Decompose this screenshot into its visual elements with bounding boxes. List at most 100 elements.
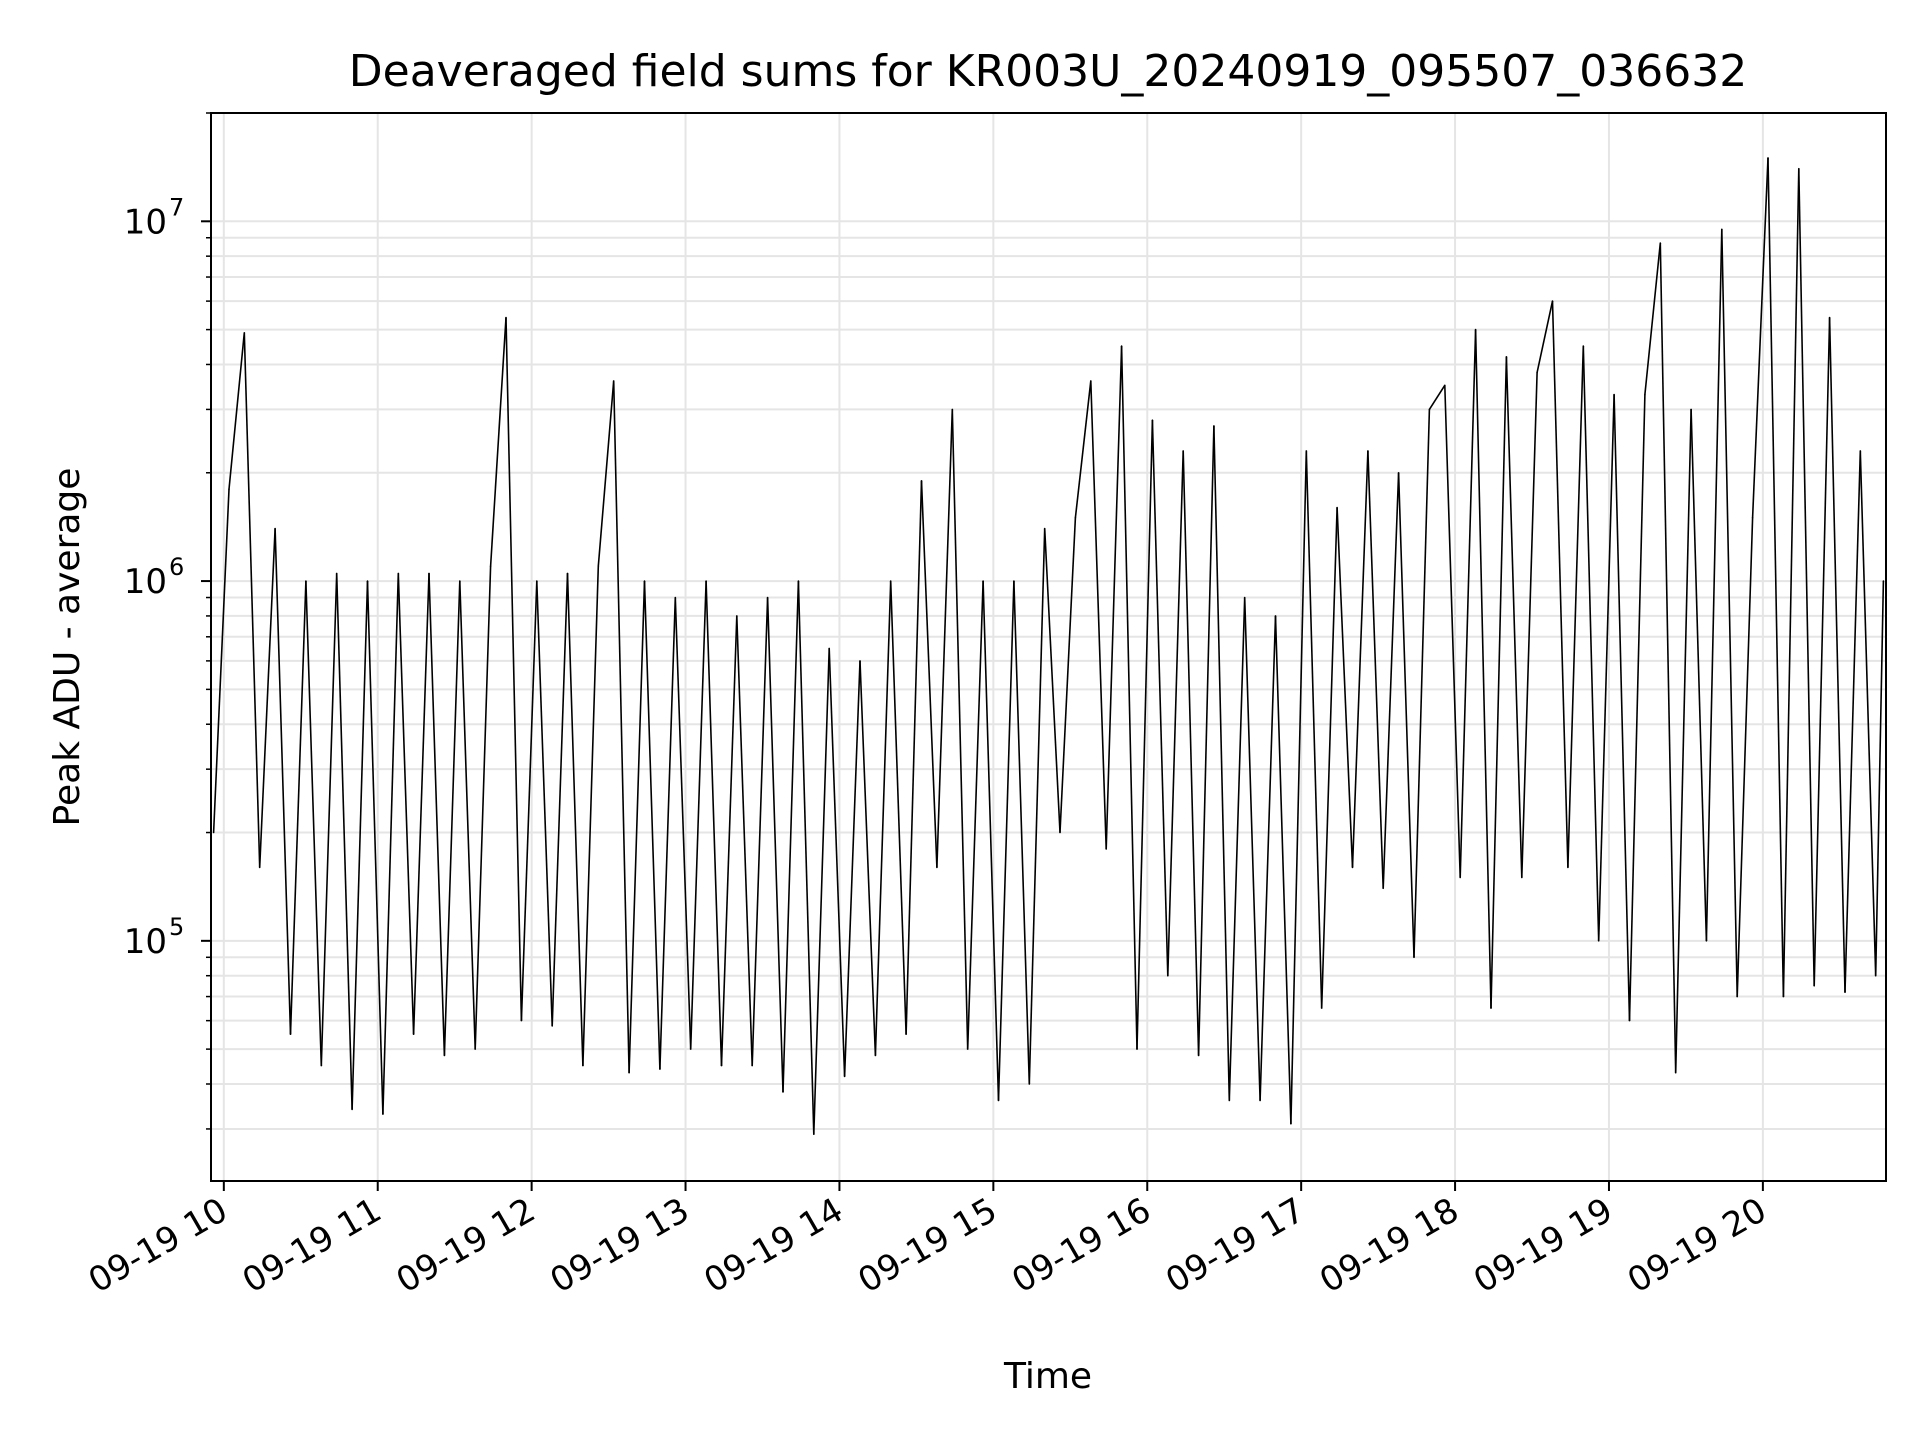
- data-point: [1874, 974, 1877, 977]
- data-point: [1628, 1019, 1631, 1022]
- data-point: [751, 1064, 753, 1067]
- series-segment: [1597, 394, 1615, 941]
- x-tick-label: 09-19 14: [698, 1190, 850, 1301]
- series-segment: [1367, 450, 1384, 889]
- series-segment: [1844, 450, 1862, 993]
- data-point: [212, 831, 215, 834]
- series-segment: [766, 597, 784, 1093]
- series-segment: [566, 573, 584, 1066]
- series-segment: [1782, 168, 1800, 997]
- data-point: [489, 565, 492, 567]
- data-point: [1167, 974, 1169, 977]
- series-segment: [1382, 472, 1400, 889]
- series-segment: [1090, 380, 1107, 850]
- series-segment: [1798, 168, 1815, 986]
- data-point: [1182, 450, 1184, 452]
- x-tick-label: 09-19 19: [1467, 1190, 1619, 1301]
- series-segment: [274, 528, 292, 1035]
- data-point: [936, 866, 938, 869]
- series-segment: [936, 409, 954, 868]
- series-segment: [212, 489, 230, 833]
- series-segment: [1721, 229, 1738, 997]
- series-segment: [597, 380, 615, 567]
- y-tick-exponent: 7: [169, 193, 184, 221]
- data-point: [951, 408, 954, 411]
- series-segment: [1013, 581, 1031, 1085]
- series-segment: [1705, 229, 1723, 941]
- series-segment: [874, 581, 892, 1056]
- series-segment: [397, 573, 415, 1035]
- series-segment: [674, 597, 692, 1050]
- data-point: [1536, 371, 1538, 374]
- data-point: [1567, 866, 1569, 869]
- data-point: [289, 1033, 292, 1035]
- series-segment: [705, 581, 723, 1066]
- series-segment: [1197, 425, 1215, 1056]
- y-axis-label: Peak ADU - average: [47, 468, 88, 827]
- data-point: [1474, 328, 1477, 331]
- series-segment: [982, 581, 1000, 1101]
- data-point: [1243, 596, 1246, 599]
- series-segment: [1274, 615, 1292, 1124]
- data-point: [520, 1019, 523, 1022]
- series-segment: [1859, 450, 1877, 976]
- series-segment: [1105, 346, 1123, 850]
- data-point: [612, 380, 615, 382]
- series-segment: [1828, 317, 1846, 993]
- series-segment: [1243, 597, 1261, 1101]
- data-point: [243, 332, 246, 334]
- series-segment: [1659, 243, 1677, 1073]
- data-point: [1659, 242, 1662, 244]
- data-point: [782, 1091, 784, 1093]
- y-tick-exponent: 5: [169, 913, 184, 941]
- series-segment: [1644, 243, 1662, 395]
- x-tick-label: 09-19 11: [236, 1190, 388, 1301]
- data-point: [1228, 1099, 1231, 1102]
- data-point: [643, 580, 646, 582]
- x-tick-label: 09-19 13: [544, 1190, 696, 1301]
- series-segment: [335, 573, 353, 1110]
- x-tick-label: 09-19 12: [390, 1190, 542, 1301]
- y-tick-base: 10: [124, 922, 167, 962]
- series-segment: [1028, 528, 1046, 1085]
- series-segment: [1736, 517, 1754, 997]
- data-point: [320, 1064, 323, 1067]
- series-segment: [797, 581, 815, 1135]
- plot-frame: [210, 112, 1887, 1182]
- y-tick-label: 10: [124, 202, 167, 242]
- series-line-group: [212, 157, 1885, 1135]
- series-segment: [751, 597, 769, 1066]
- series-segment: [1228, 597, 1246, 1101]
- series-segment: [813, 648, 830, 1135]
- data-point: [551, 1025, 553, 1027]
- data-point: [1521, 876, 1523, 879]
- data-point: [1043, 527, 1046, 530]
- data-point: [1490, 1007, 1492, 1009]
- data-point: [228, 488, 230, 491]
- data-point: [1413, 956, 1415, 959]
- series-segment: [1167, 450, 1184, 976]
- series-segment: [443, 581, 461, 1056]
- data-point: [1090, 380, 1092, 382]
- data-point: [1844, 991, 1846, 993]
- data-point: [1767, 157, 1769, 159]
- data-point: [335, 572, 338, 575]
- series-segment: [1690, 409, 1708, 941]
- data-point: [1613, 393, 1615, 396]
- data-point: [659, 1068, 661, 1070]
- series-segment: [1628, 394, 1646, 1021]
- series-segment: [1074, 380, 1092, 518]
- data-point: [1828, 316, 1831, 319]
- series-segment: [1536, 300, 1554, 373]
- series-segment: [551, 573, 569, 1026]
- x-axis-label: Time: [1003, 1356, 1092, 1397]
- data-point: [1274, 615, 1277, 617]
- series-segment: [1413, 409, 1431, 958]
- series-segment: [1674, 409, 1692, 1073]
- data-point: [1644, 393, 1646, 396]
- series-segment: [382, 573, 400, 1115]
- series-segment: [659, 597, 677, 1070]
- series-segment: [1521, 372, 1538, 878]
- series-segment: [1444, 385, 1461, 878]
- data-point: [1459, 876, 1461, 879]
